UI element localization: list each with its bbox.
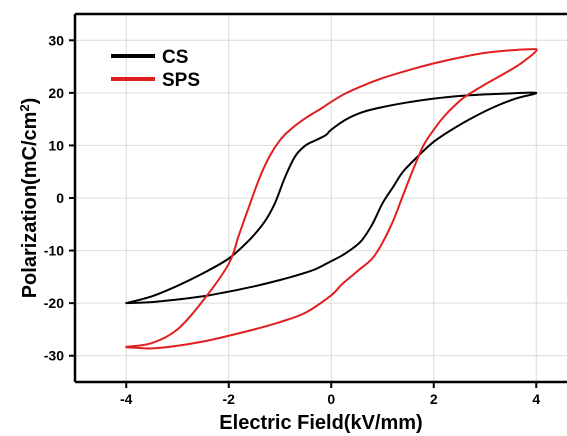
x-tick-label: 2 (430, 391, 438, 407)
y-axis-title-main: Polarization(mC/cm (19, 112, 41, 299)
y-tick-label: 30 (48, 32, 64, 48)
x-tick-label: -4 (120, 391, 133, 407)
y-tick-label: -20 (44, 295, 64, 311)
x-axis-title: Electric Field(kV/mm) (219, 412, 422, 434)
legend-label-cs: CS (162, 47, 188, 68)
x-tick-label: 0 (327, 391, 335, 407)
series-layer (125, 48, 538, 350)
y-axis-title: Polarization(mC/cm2) (17, 98, 42, 299)
y-tick-label: -30 (44, 348, 64, 364)
y-tick-label: -10 (44, 243, 64, 259)
x-tick-label: -2 (223, 391, 236, 407)
y-tick-label: 20 (48, 85, 64, 101)
y-tick-label: 0 (56, 190, 64, 206)
series-line-sps (125, 48, 538, 350)
y-axis-title-close: ) (19, 98, 41, 105)
x-tick-label: 4 (532, 391, 540, 407)
grid (75, 14, 567, 382)
series-line-cs (125, 91, 538, 305)
legend-label-sps: SPS (162, 70, 200, 91)
y-axis-title-superscript: 2 (17, 104, 32, 111)
legend: CS SPS (111, 47, 200, 91)
y-tick-label: 10 (48, 137, 64, 153)
